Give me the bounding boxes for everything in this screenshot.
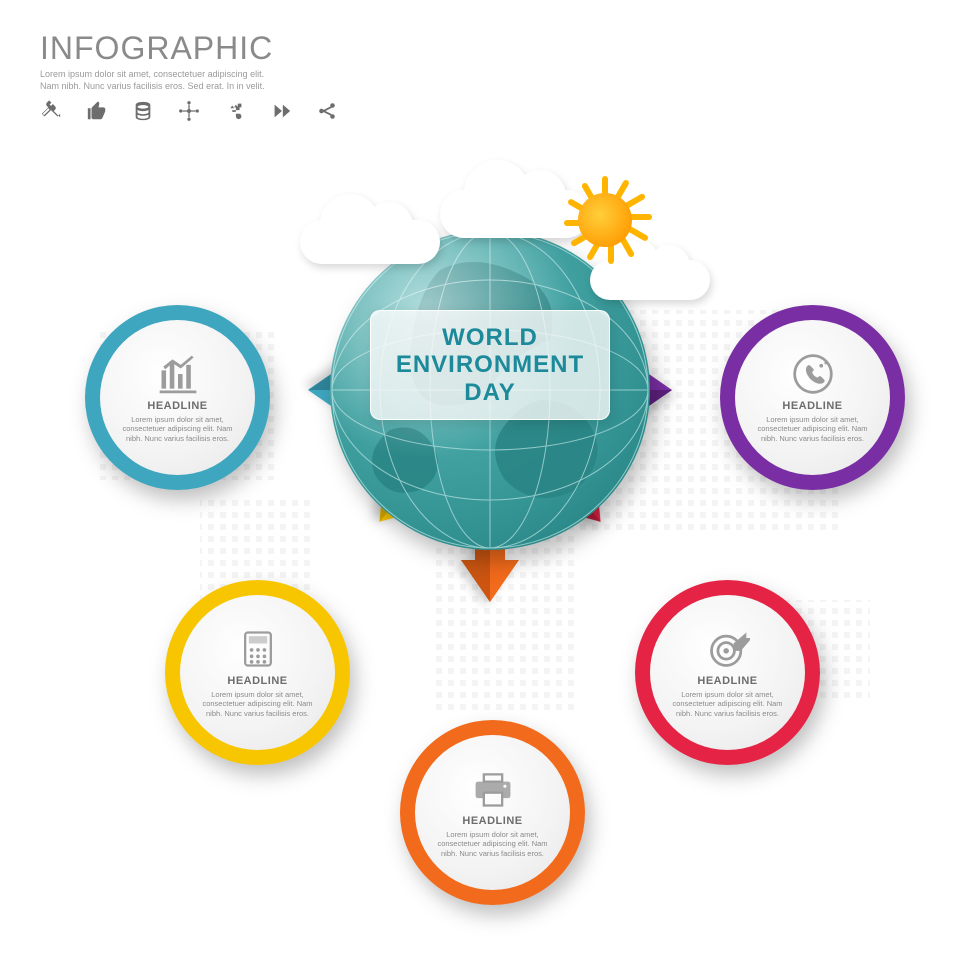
info-node: HEADLINE Lorem ipsum dolor sit amet, con… [165,580,350,765]
node-body: Lorem ipsum dolor sit amet, consectetuer… [194,690,321,718]
page-subtitle: Lorem ipsum dolor sit amet, consectetuer… [40,69,273,92]
page-title: INFOGRAPHIC [40,30,273,67]
thumbs-up-icon [86,100,108,122]
forward-icon [270,100,292,122]
cloud-1: .cloud[data-name="cloud-1"]::before{widt… [300,220,440,264]
center-title-plaque: WORLD ENVIRONMENT DAY [370,310,610,420]
info-node: HEADLINE Lorem ipsum dolor sit amet, con… [720,305,905,490]
node-headline: HEADLINE [782,400,842,412]
info-node-inner: HEADLINE Lorem ipsum dolor sit amet, con… [735,320,890,475]
node-body: Lorem ipsum dolor sit amet, consectetuer… [664,690,791,718]
info-node-inner: HEADLINE Lorem ipsum dolor sit amet, con… [180,595,335,750]
node-body: Lorem ipsum dolor sit amet, consectetuer… [114,415,241,443]
share-icon [316,100,338,122]
tools-icon [40,100,62,122]
node-headline: HEADLINE [697,675,757,687]
info-node: HEADLINE Lorem ipsum dolor sit amet, con… [400,720,585,905]
cloud-3: .cloud[data-name="cloud-3"]::before{widt… [590,260,710,300]
node-headline: HEADLINE [227,675,287,687]
database-icon [132,100,154,122]
network-icon [178,100,200,122]
chart-icon [156,352,200,396]
node-body: Lorem ipsum dolor sit amet, consectetuer… [749,415,876,443]
usb-icon [224,100,246,122]
target-icon [706,627,750,671]
info-node-inner: HEADLINE Lorem ipsum dolor sit amet, con… [650,595,805,750]
info-node: HEADLINE Lorem ipsum dolor sit amet, con… [85,305,270,490]
center-title: WORLD ENVIRONMENT DAY [396,324,584,407]
node-headline: HEADLINE [462,815,522,827]
info-node-inner: HEADLINE Lorem ipsum dolor sit amet, con… [100,320,255,475]
printer-icon [471,767,515,811]
phone-icon [791,352,835,396]
info-node-inner: HEADLINE Lorem ipsum dolor sit amet, con… [415,735,570,890]
header-icon-row [40,100,338,122]
sun-icon [560,175,650,265]
calculator-icon [236,627,280,671]
header: INFOGRAPHIC Lorem ipsum dolor sit amet, … [40,30,273,92]
node-headline: HEADLINE [147,400,207,412]
node-body: Lorem ipsum dolor sit amet, consectetuer… [429,830,556,858]
info-node: HEADLINE Lorem ipsum dolor sit amet, con… [635,580,820,765]
